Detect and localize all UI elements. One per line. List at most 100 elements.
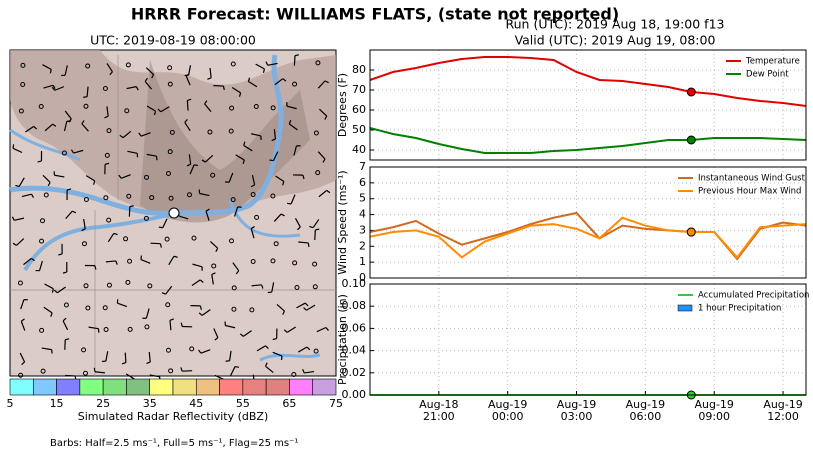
barb-calm: [312, 261, 318, 267]
barb-calm: [20, 82, 26, 88]
barb: [121, 174, 131, 179]
highlight-point: [686, 87, 696, 97]
barb-flag: [81, 228, 86, 232]
colorbar-segment: [56, 378, 81, 396]
colorbar-segment: [172, 378, 197, 396]
run-label: Run (UTC): 2019 Aug 18, 19:00 f13: [506, 17, 725, 32]
barb-note: Barbs: Half=2.5 ms⁻¹, Full=5 ms⁻¹, Flag=…: [50, 438, 298, 449]
colorbar-tick-label: 65: [282, 397, 296, 410]
barb-flag: [169, 318, 174, 321]
barb-flag: [15, 184, 20, 188]
barb: [83, 218, 86, 229]
barb-flag: [250, 184, 255, 188]
barb-flag: [159, 243, 162, 248]
figure-title: HRRR Forecast: WILLIAMS FLATS, (state no…: [131, 5, 619, 24]
barb: [286, 105, 297, 110]
barb-flag: [12, 144, 15, 149]
barb-flag: [265, 362, 268, 367]
river: [9, 54, 284, 216]
colorbar-tick-label: 75: [329, 397, 343, 410]
barb: [256, 345, 266, 352]
barb-calm: [127, 326, 133, 332]
barb-flag: [265, 345, 269, 350]
barb: [105, 260, 116, 263]
barb: [23, 257, 32, 266]
map-title: UTC: 2019-08-19 08:00:00: [90, 33, 256, 48]
barb-flag: [52, 123, 57, 127]
barb-calm: [270, 258, 276, 264]
barb: [148, 352, 151, 363]
barb-calm: [83, 283, 89, 289]
barb-flag: [157, 108, 162, 113]
barb-flag: [70, 149, 75, 154]
colorbar-segment: [265, 378, 290, 396]
barb-calm: [228, 128, 234, 134]
barb-flag: [215, 247, 219, 253]
barb: [88, 326, 99, 330]
barb-calm: [189, 346, 195, 352]
barb-calm: [104, 152, 110, 158]
barb: [62, 320, 69, 331]
barb: [125, 373, 135, 380]
barb-flag: [260, 284, 264, 289]
barb-flag: [199, 305, 202, 310]
barb: [209, 240, 219, 249]
y-axis-label: Wind Speed (ms⁻¹): [336, 170, 349, 274]
barb: [298, 241, 309, 244]
barb-flag: [282, 310, 285, 315]
barb-calm: [61, 150, 67, 156]
barb-flag: [119, 134, 124, 139]
barb: [20, 299, 25, 310]
y-tick-label: 7: [359, 160, 366, 173]
barb-flag: [250, 225, 255, 230]
barb-calm: [123, 236, 129, 242]
y-tick-label: 0.10: [342, 277, 367, 290]
barb: [42, 174, 51, 183]
barb: [316, 326, 327, 333]
barb: [38, 260, 43, 271]
barb-calm: [18, 108, 24, 114]
barb-flag: [265, 61, 269, 66]
barb: [144, 81, 153, 90]
barb: [230, 366, 236, 376]
barb: [81, 123, 89, 132]
barb: [276, 303, 285, 312]
barb-calm: [18, 372, 24, 378]
barb-calm: [207, 129, 213, 135]
barb: [162, 218, 168, 229]
barb-calm: [81, 241, 87, 247]
barb-flag: [326, 189, 331, 194]
colorbar-tick-label: 25: [96, 397, 110, 410]
barb: [44, 123, 54, 132]
map: [9, 49, 337, 387]
barb-flag: [272, 337, 277, 341]
barb-flag: [12, 242, 17, 246]
y-tick-label: 50: [352, 123, 366, 136]
barb-calm: [63, 302, 69, 308]
barb-flag: [303, 307, 307, 311]
barb: [19, 352, 26, 363]
colorbar-segment: [242, 378, 267, 396]
barb-flag: [135, 86, 139, 91]
barb-flag: [288, 120, 292, 125]
barb-flag: [238, 92, 242, 97]
barb: [73, 149, 84, 154]
barb-calm: [167, 149, 173, 155]
barb-flag: [243, 141, 246, 146]
legend-swatch: [677, 304, 693, 312]
y-tick-label: 1: [359, 255, 366, 268]
barb-calm: [168, 368, 174, 374]
barb-calm: [39, 238, 45, 244]
barb: [296, 302, 306, 309]
barb: [271, 282, 275, 293]
barb-flag: [239, 333, 244, 337]
valid-label: Valid (UTC): 2019 Aug 19, 08:00: [515, 33, 716, 48]
x-tick-label: Aug-19: [694, 398, 733, 411]
barb-flag: [65, 338, 70, 341]
river: [23, 211, 176, 272]
x-tick-label: Aug-19: [557, 398, 596, 411]
barb: [204, 154, 214, 163]
barb: [64, 110, 72, 120]
barb-calm: [144, 174, 150, 180]
